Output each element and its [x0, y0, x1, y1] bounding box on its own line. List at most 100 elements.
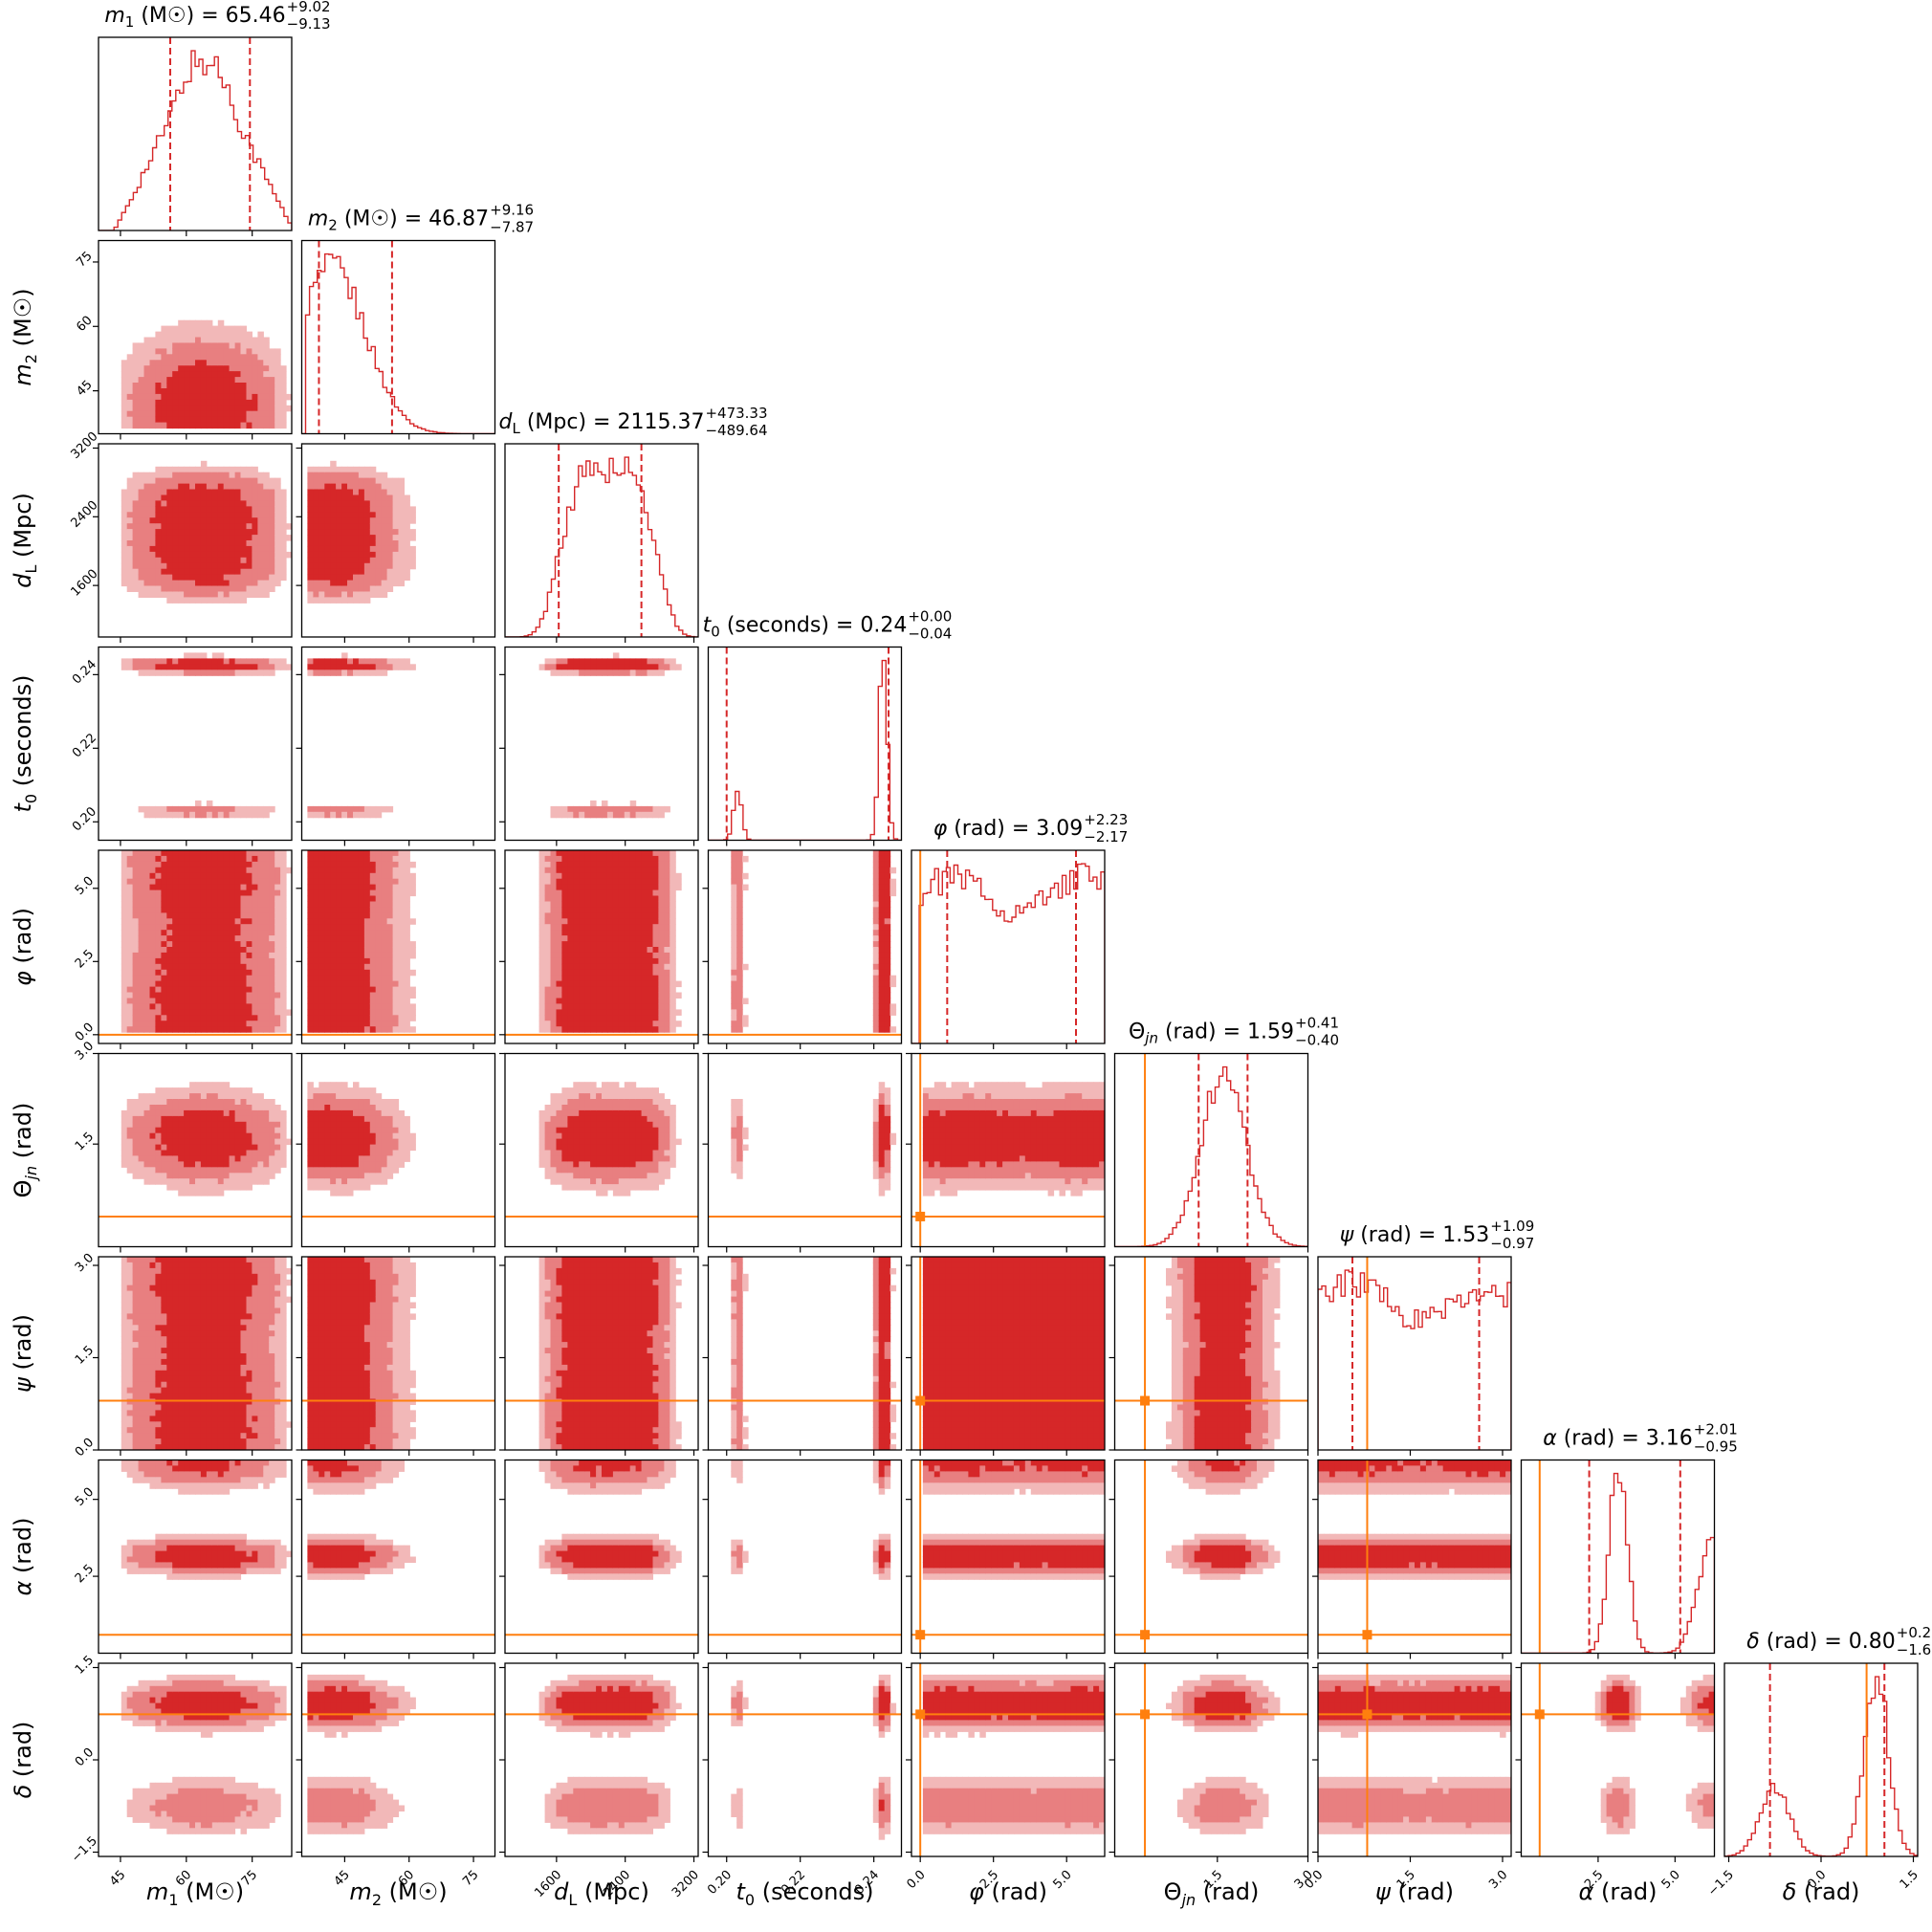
density-cell [229, 907, 236, 913]
density-cell [206, 1167, 213, 1174]
density-cell [369, 935, 377, 942]
density-cell [121, 889, 128, 897]
density-cell [318, 924, 325, 931]
density-cell [184, 1087, 190, 1094]
density-cell [184, 895, 190, 902]
density-cell [269, 998, 275, 1004]
density-cell [143, 1093, 150, 1100]
density-cell [618, 935, 626, 942]
density-cell [567, 930, 574, 936]
density-cell [567, 1003, 574, 1010]
density-cell [195, 930, 202, 936]
density-cell [269, 383, 275, 389]
contour-panel-m1-t0: 0.200.220.24 [70, 646, 293, 846]
density-cell [579, 1003, 585, 1010]
density-cell [369, 472, 377, 479]
density-cell [166, 811, 173, 819]
density-cell [313, 872, 319, 880]
density-cell [618, 1021, 626, 1027]
density-cell [556, 907, 562, 913]
density-cell [161, 1009, 167, 1016]
density-cell [126, 1109, 134, 1117]
density-cell [274, 422, 281, 429]
density-cell [172, 664, 179, 670]
density-cell [280, 371, 287, 378]
density-cell [195, 1150, 202, 1156]
density-cell [404, 1015, 410, 1021]
density-cell [252, 912, 258, 919]
density-cell [234, 855, 242, 863]
density-cell [252, 574, 258, 582]
density-cell [240, 422, 247, 429]
density-cell [318, 580, 325, 587]
density-cell [138, 529, 145, 536]
density-cell [269, 957, 275, 965]
density-cell [161, 545, 167, 553]
density-cell [211, 895, 219, 902]
density-cell [149, 969, 156, 977]
density-cell [353, 878, 360, 886]
density-cell [590, 907, 597, 913]
density-cell [229, 861, 236, 868]
density-cell [155, 1127, 162, 1134]
density-cell [143, 1127, 150, 1134]
density-cell [330, 889, 337, 897]
density-cell [206, 393, 213, 401]
density-cell [629, 800, 637, 807]
density-cell [200, 377, 208, 384]
density-cell [240, 597, 247, 604]
density-cell [200, 895, 208, 902]
density-cell [155, 585, 162, 592]
density-cell [138, 540, 145, 547]
density-cell [889, 980, 897, 988]
density-cell [252, 500, 258, 507]
density-cell [307, 855, 314, 863]
density-cell [252, 472, 258, 479]
density-cell [596, 1009, 603, 1016]
density-cell [274, 1161, 281, 1168]
density-cell [561, 930, 568, 936]
density-cell [229, 952, 236, 959]
density-cell [121, 947, 128, 954]
density-cell [369, 912, 377, 919]
density-cell [590, 850, 597, 857]
density-cell [178, 952, 185, 959]
density-cell [313, 805, 319, 813]
density-cell [307, 466, 314, 473]
density-cell [392, 517, 400, 524]
density-cell [217, 930, 225, 936]
density-cell [121, 986, 128, 994]
density-cell [386, 805, 394, 813]
density-cell [234, 1150, 242, 1156]
density-cell [269, 585, 275, 592]
density-cell [246, 1161, 252, 1168]
density-cell [223, 562, 231, 570]
density-cell [172, 568, 179, 576]
density-cell [602, 924, 608, 931]
density-cell [618, 998, 626, 1004]
density-cell [223, 512, 231, 518]
density-cell [257, 371, 264, 378]
density-cell [217, 975, 225, 982]
density-cell [590, 930, 597, 936]
density-cell [369, 986, 377, 994]
density-cell [324, 574, 331, 582]
density-cell [132, 969, 140, 977]
density-cell [223, 805, 231, 813]
density-cell [324, 477, 331, 485]
density-cell [234, 1087, 242, 1094]
density-cell [172, 410, 179, 418]
density-cell [206, 506, 213, 513]
density-cell [240, 1161, 247, 1168]
density-cell [404, 1009, 410, 1016]
density-cell [155, 1161, 162, 1168]
density-cell [200, 472, 208, 479]
density-cell [606, 986, 614, 994]
density-cell [652, 884, 659, 891]
density-cell [240, 924, 247, 931]
density-cell [658, 918, 665, 925]
density-cell [252, 957, 258, 965]
density-cell [652, 969, 659, 977]
density-cell [155, 1178, 162, 1185]
density-cell [573, 907, 580, 913]
